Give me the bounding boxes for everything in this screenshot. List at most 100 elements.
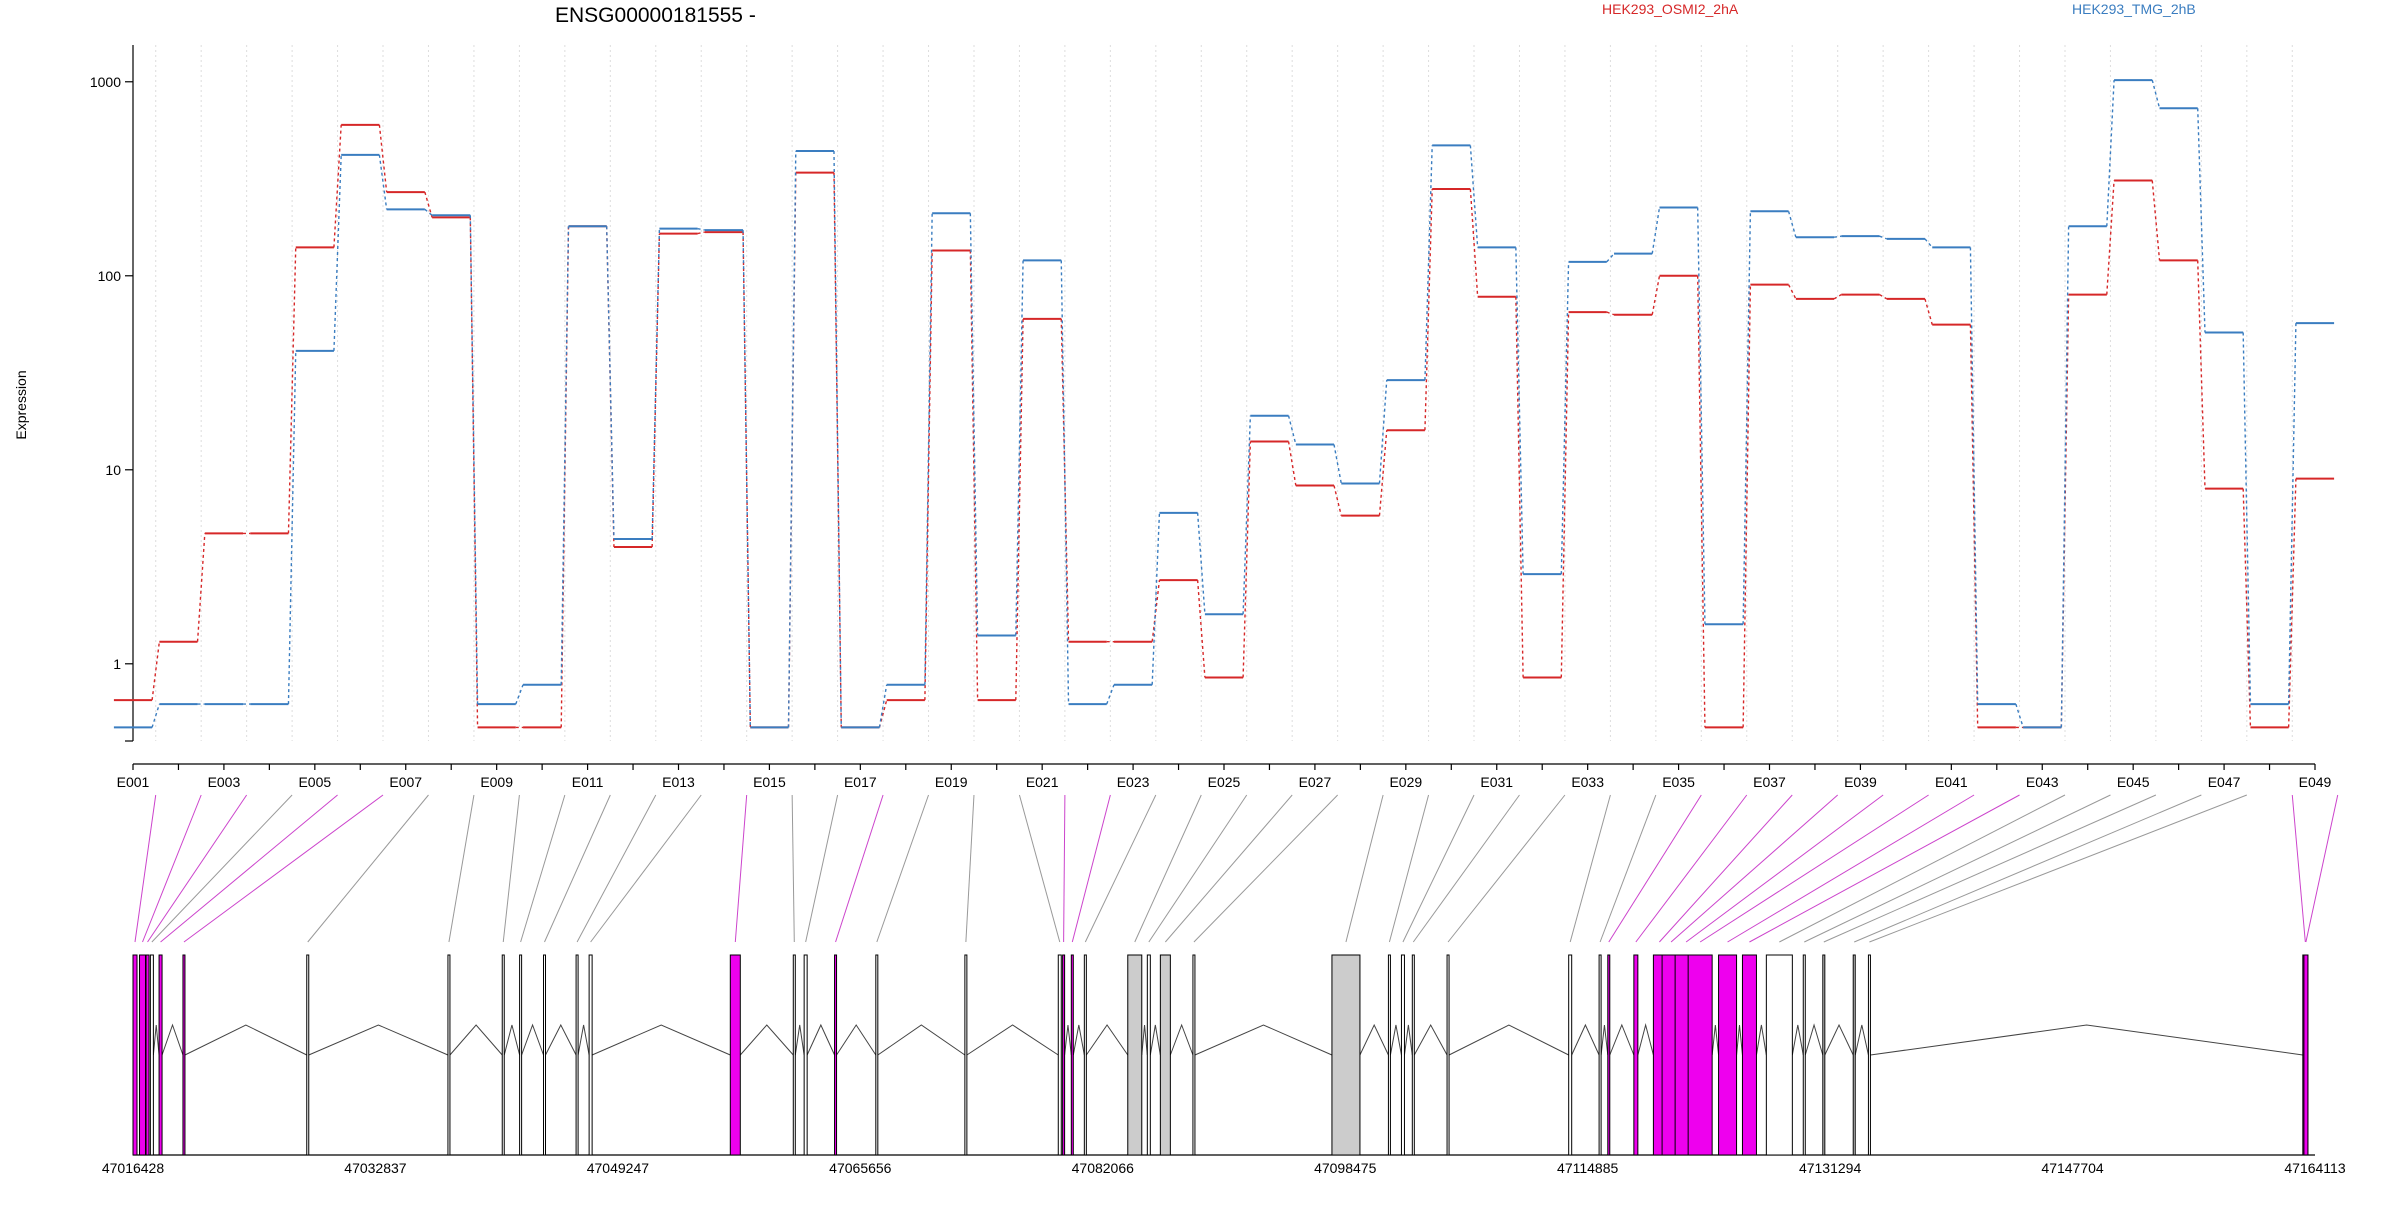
data-connector [878,699,888,728]
series-2 [113,79,2335,729]
intron-line [1413,1023,1448,1056]
exon-block [875,954,879,1156]
intron-line [739,1024,794,1056]
data-connector [1833,235,1842,238]
data-connector [424,208,433,216]
exon-block [792,954,796,1156]
data-connector [1378,430,1388,516]
exon-link-line [544,794,611,943]
gene-coordinate-label: 47131294 [1799,1160,1862,1176]
data-connector [1969,247,1979,705]
exon-link-line [160,794,338,943]
axis-layer: 1 10 100 1000 E001 E003 E005 E007 E009 E011 E013 E0… [90,45,2332,790]
exon-block [1852,954,1856,1156]
data-connector [1287,441,1297,486]
exon-link-line [307,794,429,943]
exon-block [1057,954,1062,1156]
exon-block [1687,954,1713,1156]
x-tick-label: E023 [1117,774,1150,790]
exon-link-line [1447,794,1566,943]
data-connector [2151,180,2161,261]
y-tick-label: 1000 [90,74,121,90]
intron-line [1711,1024,1720,1056]
data-connector [333,154,342,351]
legend-series-1: HEK293_OSMI2_2hA [1602,1,1739,17]
exon-block [543,954,547,1156]
x-tick-label: E041 [1935,774,1968,790]
intron-line [1085,1024,1129,1056]
intron-line [1854,1024,1869,1056]
exon-block [1070,954,1074,1156]
data-connector [196,533,206,642]
x-tick-label: E009 [480,774,513,790]
intron-line [806,1023,836,1056]
y-axis-label: Expression [13,370,29,439]
x-tick-label: E019 [935,774,968,790]
intron-line [1571,1023,1600,1056]
exon-link-line [1779,794,2066,943]
intron-line [1064,1024,1072,1056]
data-connector [924,213,933,685]
exon-link-line [1148,794,1248,943]
x-tick-label: E021 [1026,774,1059,790]
link-layer [134,794,2339,943]
x-tick-label: E031 [1480,774,1513,790]
data-connector [878,684,888,728]
grid-layer [155,45,2293,741]
data-connector [1060,260,1070,705]
x-tick-label: E011 [572,774,604,790]
intron-line [836,1024,877,1056]
exon-block [1127,954,1143,1156]
exon-link-line [1823,794,2157,943]
x-tick-label: E033 [1571,774,1604,790]
exon-link-line [2291,794,2306,943]
exon-link-line [1685,794,1884,943]
exon-block [1718,954,1738,1156]
intron-line [545,1023,577,1056]
data-connector [1560,312,1570,678]
exon-block [1598,954,1602,1156]
exon-link-line [1134,794,1202,943]
data-connector [1378,380,1388,484]
exon-link-line [1635,794,1748,943]
exon-link-line [134,794,157,943]
data-connector [651,228,661,539]
data-connector [697,227,706,231]
exon-block [1765,954,1793,1156]
data-connector [1196,580,1206,678]
exon-link-line [1854,794,2202,943]
data-connector [1651,275,1661,315]
intron-line [591,1024,731,1056]
intron-line [966,1024,1059,1056]
intron-line [877,1024,966,1056]
exon-link-line [1018,794,1061,943]
exon-link-line [1193,794,1339,943]
exon-block [964,954,968,1156]
exon-link-line [1569,794,1611,943]
intron-line [1141,1024,1148,1056]
exon-block [306,954,310,1156]
x-tick-label: E043 [2026,774,2059,790]
data-connector [924,250,933,701]
exon-block [132,954,138,1156]
data-connector [1651,207,1661,254]
data-connector [1879,293,1888,300]
gene-coordinate-label: 47049247 [587,1160,650,1176]
data-connector [424,191,433,218]
x-tick-label: E005 [298,774,331,790]
data-connector [742,230,752,728]
data-connector [697,231,706,235]
intron-line [521,1023,544,1056]
exon-block [139,954,147,1156]
exon-link-line [1670,794,1839,943]
gene-coordinate-label: 47016428 [102,1160,165,1176]
gene-coordinate-label: 47098475 [1314,1160,1377,1176]
exon-block [1607,954,1611,1156]
exon-link-line [448,794,475,943]
intron-line [449,1024,503,1056]
data-connector [2197,108,2206,333]
intron-line [1824,1023,1854,1056]
exon-link-line [1402,794,1475,943]
exon-block [158,954,163,1156]
